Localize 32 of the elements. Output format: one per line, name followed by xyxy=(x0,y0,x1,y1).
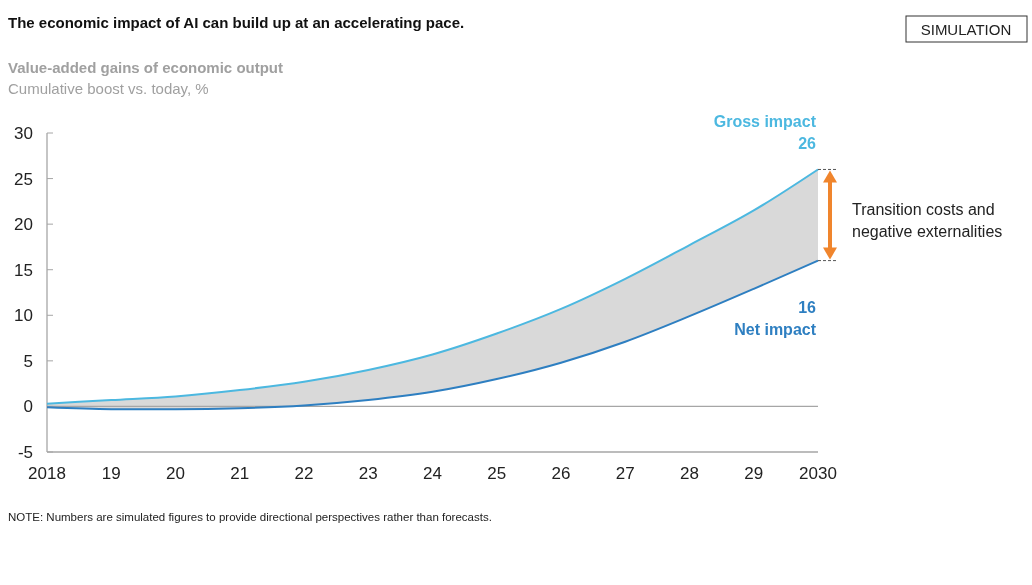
y-tick-label: 15 xyxy=(14,260,33,280)
x-tick-label: 20 xyxy=(166,464,185,483)
chart-subtitle: Value-added gains of economic output xyxy=(8,59,284,76)
x-tick-label: 25 xyxy=(487,464,507,483)
x-tick-label: 22 xyxy=(294,464,314,483)
x-tick-label: 19 xyxy=(101,464,121,483)
y-tick-label: 25 xyxy=(14,169,33,189)
text: Gross impact xyxy=(713,113,817,131)
data-label: 16 xyxy=(798,298,817,316)
annotation: Transition costs and negative externalities xyxy=(852,201,1003,241)
y-tick-label: 10 xyxy=(14,306,33,326)
data-label: 26 xyxy=(798,135,817,153)
text: SIMULATION xyxy=(920,21,1012,38)
chart-title: The economic impact of AI can build up at an accelerating pace. xyxy=(8,14,465,31)
x-tick-label: 28 xyxy=(680,464,699,483)
x-tick-label: 27 xyxy=(615,464,635,483)
text: NOTE: Numbers are simulated figures to provide directional perspectives rather than forecasts. xyxy=(8,511,492,523)
x-tick-label: 26 xyxy=(551,464,571,483)
y-axis-title: Cumulative boost vs. today, % xyxy=(8,80,209,97)
y-tick-label: 0 xyxy=(23,397,33,417)
line-series xyxy=(46,259,819,411)
series-label: Net impact xyxy=(734,320,817,338)
y-tick-label: 5 xyxy=(23,351,33,371)
x-tick-label: 24 xyxy=(423,464,442,483)
x-tick-label: 2018 xyxy=(28,464,66,483)
x-tick-label: 2030 xyxy=(799,464,837,483)
x-tick-label: 29 xyxy=(744,464,764,483)
y-tick-label: 20 xyxy=(14,215,33,235)
y-tick-label: -5 xyxy=(17,442,33,462)
y-tick-label: 30 xyxy=(14,123,33,143)
x-tick-label: 21 xyxy=(230,464,250,483)
x-tick-label: 23 xyxy=(358,464,378,483)
